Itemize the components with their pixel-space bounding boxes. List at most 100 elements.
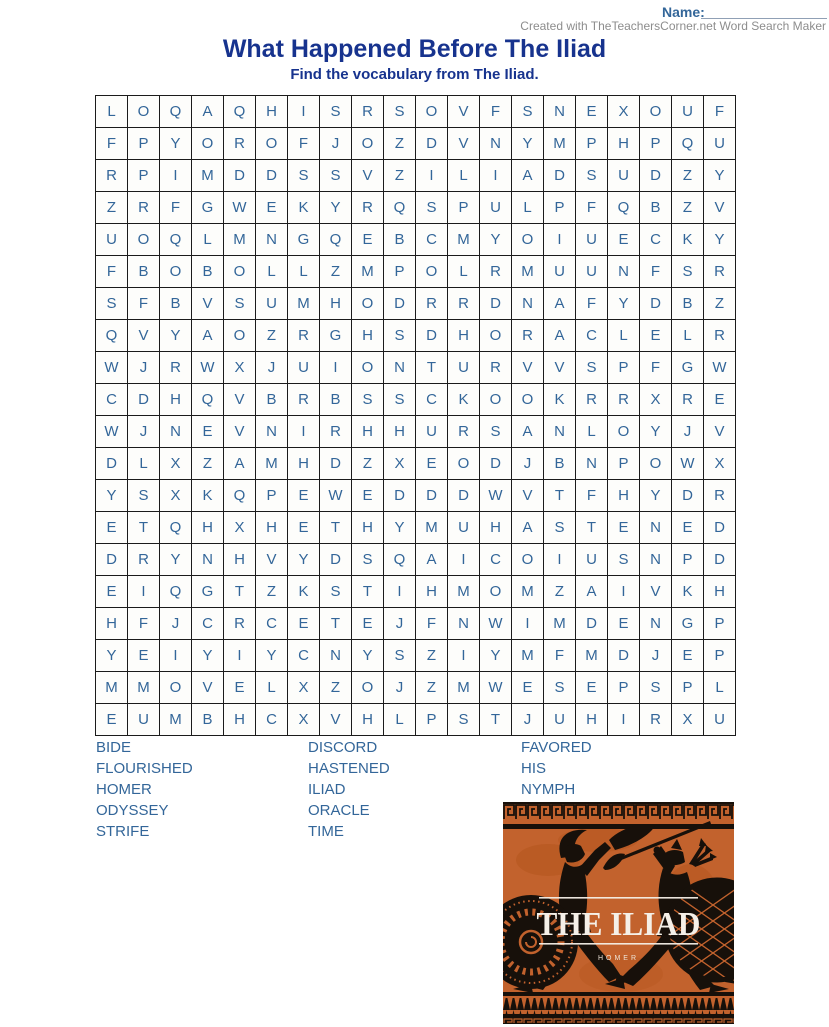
grid-cell: N — [160, 416, 192, 448]
grid-cell: W — [320, 480, 352, 512]
grid-cell: J — [672, 416, 704, 448]
grid-cell: H — [608, 128, 640, 160]
grid-cell: Z — [704, 288, 736, 320]
grid-cell: Z — [544, 576, 576, 608]
grid-cell: L — [128, 448, 160, 480]
grid-cell: E — [608, 224, 640, 256]
grid-cell: X — [640, 384, 672, 416]
grid-cell: J — [128, 416, 160, 448]
grid-cell: N — [192, 544, 224, 576]
grid-cell: P — [416, 704, 448, 736]
grid-cell: V — [224, 384, 256, 416]
grid-cell: H — [352, 512, 384, 544]
word-item: HIS — [521, 760, 547, 777]
grid-cell: H — [256, 512, 288, 544]
grid-cell: D — [640, 160, 672, 192]
grid-cell: D — [704, 544, 736, 576]
grid-cell: C — [480, 544, 512, 576]
grid-cell: N — [512, 288, 544, 320]
grid-cell: Z — [96, 192, 128, 224]
grid-cell: Z — [672, 160, 704, 192]
grid-cell: I — [384, 576, 416, 608]
grid-cell: D — [480, 448, 512, 480]
grid-cell: S — [480, 416, 512, 448]
page-title: What Happened Before The Iliad — [222, 35, 607, 63]
grid-cell: M — [576, 640, 608, 672]
grid-cell: I — [160, 160, 192, 192]
grid-cell: Z — [384, 128, 416, 160]
grid-cell: Q — [224, 480, 256, 512]
grid-cell: M — [544, 608, 576, 640]
grid-cell: U — [480, 192, 512, 224]
grid-cell: S — [544, 672, 576, 704]
grid-cell: L — [256, 672, 288, 704]
grid-cell: B — [128, 256, 160, 288]
grid-cell: P — [608, 672, 640, 704]
grid-cell: D — [384, 288, 416, 320]
grid-cell: H — [416, 576, 448, 608]
grid-cell: B — [320, 384, 352, 416]
grid-cell: L — [576, 416, 608, 448]
iliad-cover-art: THE ILIAD HOMER — [503, 802, 734, 1024]
grid-cell: W — [96, 416, 128, 448]
grid-cell: O — [512, 384, 544, 416]
grid-cell: C — [288, 640, 320, 672]
grid-cell: H — [352, 320, 384, 352]
grid-cell: O — [480, 384, 512, 416]
grid-cell: D — [480, 288, 512, 320]
grid-cell: R — [704, 480, 736, 512]
grid-cell: D — [640, 288, 672, 320]
grid-cell: R — [704, 256, 736, 288]
grid-cell: O — [128, 96, 160, 128]
grid-cell: H — [192, 512, 224, 544]
grid-cell: Z — [672, 192, 704, 224]
grid-cell: K — [672, 576, 704, 608]
grid-cell: D — [384, 480, 416, 512]
grid-cell: A — [192, 320, 224, 352]
grid-cell: R — [704, 320, 736, 352]
grid-cell: A — [576, 576, 608, 608]
grid-cell: D — [544, 160, 576, 192]
grid-cell: R — [608, 384, 640, 416]
grid-cell: Y — [608, 288, 640, 320]
grid-cell: O — [160, 256, 192, 288]
grid-cell: S — [352, 384, 384, 416]
grid-cell: U — [672, 96, 704, 128]
grid-cell: O — [352, 128, 384, 160]
grid-cell: G — [672, 352, 704, 384]
grid-cell: H — [352, 704, 384, 736]
grid-cell: G — [672, 608, 704, 640]
grid-cell: U — [576, 256, 608, 288]
grid-cell: H — [224, 704, 256, 736]
grid-cell: D — [224, 160, 256, 192]
grid-cell: P — [448, 192, 480, 224]
word-item: TIME — [308, 823, 344, 840]
grid-cell: U — [128, 704, 160, 736]
grid-cell: B — [640, 192, 672, 224]
grid-cell: O — [224, 320, 256, 352]
grid-cell: J — [384, 672, 416, 704]
grid-cell: O — [160, 672, 192, 704]
grid-cell: I — [544, 224, 576, 256]
grid-cell: D — [608, 640, 640, 672]
grid-cell: X — [672, 704, 704, 736]
grid-cell: O — [448, 448, 480, 480]
grid-cell: M — [512, 576, 544, 608]
grid-cell: F — [128, 608, 160, 640]
grid-cell: M — [128, 672, 160, 704]
grid-cell: R — [96, 160, 128, 192]
grid-cell: N — [640, 512, 672, 544]
grid-cell: D — [448, 480, 480, 512]
grid-cell: O — [512, 544, 544, 576]
grid-cell: N — [320, 640, 352, 672]
grid-cell: Q — [672, 128, 704, 160]
word-item: FLOURISHED — [96, 760, 193, 777]
grid-cell: Y — [96, 480, 128, 512]
grid-cell: S — [512, 96, 544, 128]
grid-cell: J — [320, 128, 352, 160]
grid-cell: P — [608, 352, 640, 384]
grid-cell: Y — [480, 224, 512, 256]
grid-cell: R — [512, 320, 544, 352]
grid-cell: F — [576, 288, 608, 320]
grid-cell: V — [128, 320, 160, 352]
